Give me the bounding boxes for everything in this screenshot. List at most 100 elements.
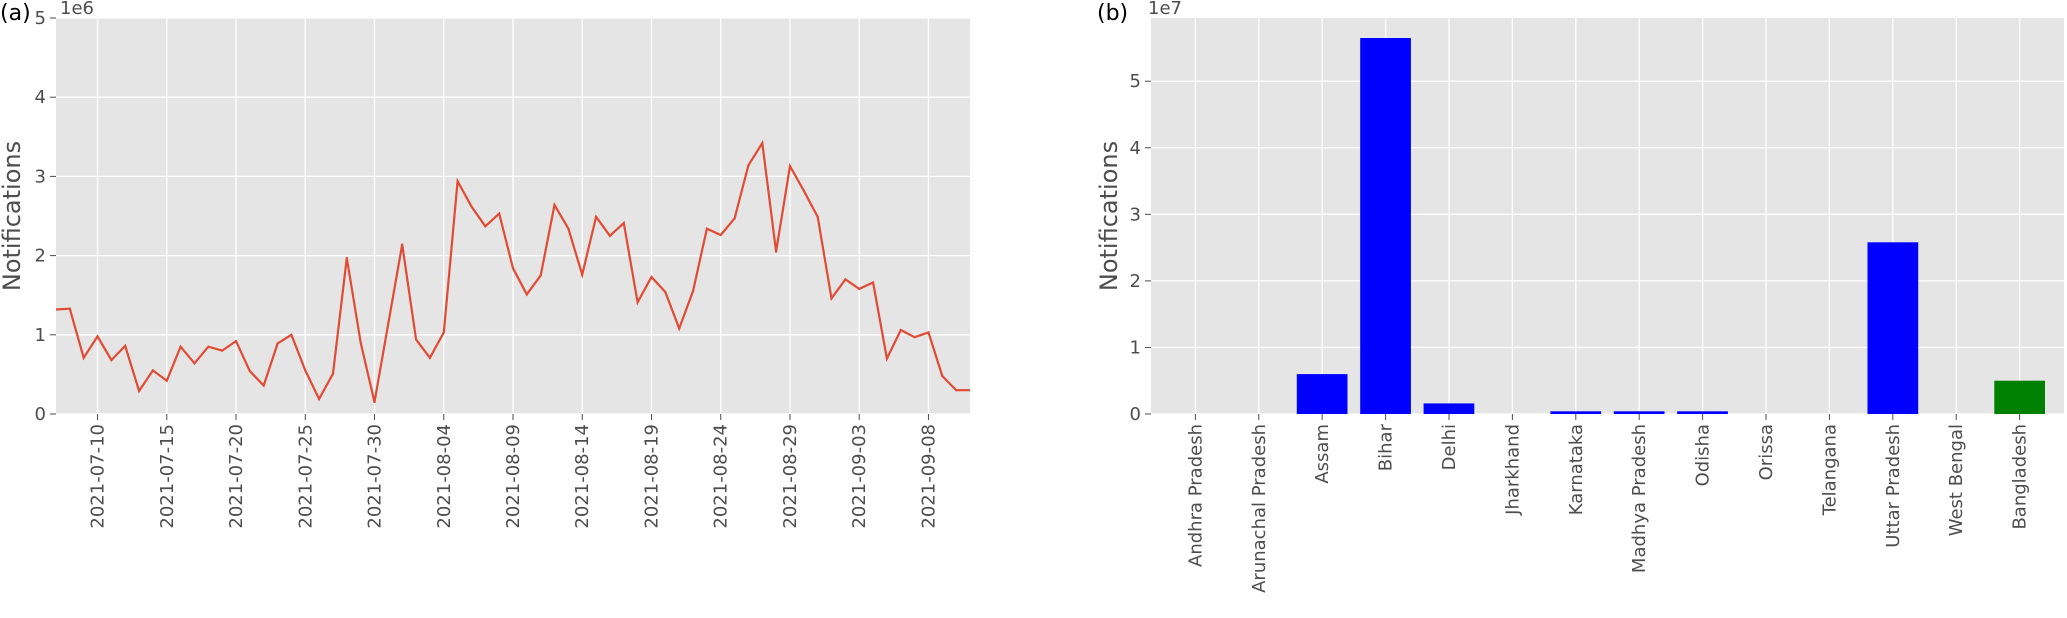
data-point xyxy=(567,227,570,230)
y-tick-label: 2 xyxy=(1130,271,1141,292)
data-point xyxy=(304,369,307,372)
data-point xyxy=(788,165,792,168)
x-tick-label: Delhi xyxy=(1439,424,1460,470)
x-tick-label: Jharkhand xyxy=(1502,424,1523,516)
data-point xyxy=(581,273,584,276)
data-point xyxy=(775,250,778,253)
bar xyxy=(1867,242,1919,414)
data-point xyxy=(968,389,970,392)
data-point xyxy=(498,212,501,215)
x-tick-label: Arunachal Pradesh xyxy=(1249,424,1270,593)
data-point xyxy=(193,362,196,365)
y-tick-label: 1 xyxy=(35,325,46,346)
y-tick-label: 4 xyxy=(1130,138,1141,159)
data-point xyxy=(276,342,279,345)
line-chart-notifications-by-date: 0 1 2 3 4 5 2021-07-10 2021-07-15 2021-07-20 2021… xyxy=(0,0,970,529)
data-point xyxy=(595,215,598,218)
data-point xyxy=(747,164,750,167)
x-tick-label: 2021-08-09 xyxy=(503,424,524,529)
panel-label-b: (b) xyxy=(1097,1,1128,26)
x-tick-label: 2021-08-29 xyxy=(780,424,801,529)
data-point xyxy=(345,256,348,260)
panel-label-a: (a) xyxy=(0,1,31,26)
y-tick-label: 5 xyxy=(1130,71,1141,92)
data-point xyxy=(872,281,875,284)
x-tick-label: Telangana xyxy=(1819,424,1840,516)
data-point xyxy=(664,290,667,294)
y-axis-title: Notifications xyxy=(0,141,26,291)
x-tick-label: 2021-09-08 xyxy=(918,424,939,529)
x-tick-label: 2021-07-15 xyxy=(157,424,178,529)
data-point xyxy=(761,142,764,145)
data-point xyxy=(885,357,889,360)
data-point xyxy=(927,331,930,334)
data-point xyxy=(719,233,722,237)
data-point xyxy=(262,384,265,387)
bar-chart-notifications-by-state: 0 1 2 3 4 5 Andhra Pradesh Arunachal Pradesh Ass… xyxy=(1095,0,2064,593)
data-point xyxy=(705,227,709,230)
data-point xyxy=(456,180,459,183)
data-point xyxy=(124,344,127,347)
data-point xyxy=(428,356,431,359)
x-tick-label: 2021-08-24 xyxy=(711,424,732,529)
x-tick-label: 2021-07-20 xyxy=(226,424,247,529)
data-point xyxy=(359,341,362,344)
data-point xyxy=(955,389,958,392)
data-point xyxy=(636,301,639,304)
data-point xyxy=(678,327,681,330)
x-tick-label: 2021-07-25 xyxy=(295,424,316,529)
data-point xyxy=(401,243,404,246)
data-point xyxy=(899,328,902,332)
data-point xyxy=(68,307,71,310)
data-point xyxy=(331,372,335,375)
data-point xyxy=(830,297,833,300)
data-point xyxy=(816,215,819,218)
y-tick-label: 2 xyxy=(35,246,46,267)
bar xyxy=(1677,411,1728,414)
data-point xyxy=(442,331,445,334)
x-tick-label: Madhya Pradesh xyxy=(1629,424,1650,573)
x-tick-label: 2021-08-19 xyxy=(641,424,662,529)
bar xyxy=(1613,411,1665,414)
bar xyxy=(1360,38,1411,414)
data-point xyxy=(484,225,487,228)
data-point xyxy=(539,274,542,277)
data-point xyxy=(179,345,182,348)
data-point xyxy=(138,389,141,393)
bar xyxy=(1994,380,2045,414)
x-tick-label: Uttar Pradesh xyxy=(1883,424,1904,548)
bar xyxy=(1423,403,1475,414)
x-tick-label: Assam xyxy=(1312,424,1333,484)
data-point xyxy=(691,290,695,293)
data-point xyxy=(387,321,390,324)
x-tick-label: Andhra Pradesh xyxy=(1185,424,1206,567)
data-point xyxy=(415,338,418,341)
y-tick-label: 0 xyxy=(35,404,46,425)
data-point xyxy=(151,369,154,372)
bar xyxy=(1550,411,1602,414)
data-point xyxy=(318,397,321,401)
y-tick-label: 1 xyxy=(1130,337,1141,358)
data-point xyxy=(733,217,736,220)
data-point xyxy=(207,345,210,348)
data-point xyxy=(553,203,556,206)
data-point xyxy=(248,370,251,373)
y-tick-label: 4 xyxy=(35,87,46,108)
data-point xyxy=(608,234,612,237)
y-tick-label: 0 xyxy=(1130,404,1141,425)
x-tick-label: West Bengal xyxy=(1946,424,1967,536)
data-point xyxy=(858,287,861,290)
x-tick-label: 2021-07-30 xyxy=(365,424,386,529)
y-axis-title: Notifications xyxy=(1095,141,1123,291)
data-point xyxy=(622,222,625,225)
data-point xyxy=(913,336,916,339)
y-offset-label: 1e7 xyxy=(1148,0,1182,19)
y-tick-label: 3 xyxy=(1130,204,1141,225)
data-point xyxy=(96,335,99,338)
data-point xyxy=(941,374,944,378)
data-point xyxy=(165,379,168,382)
plot-area xyxy=(1151,18,2064,414)
data-point xyxy=(525,293,528,296)
data-point xyxy=(511,267,515,270)
